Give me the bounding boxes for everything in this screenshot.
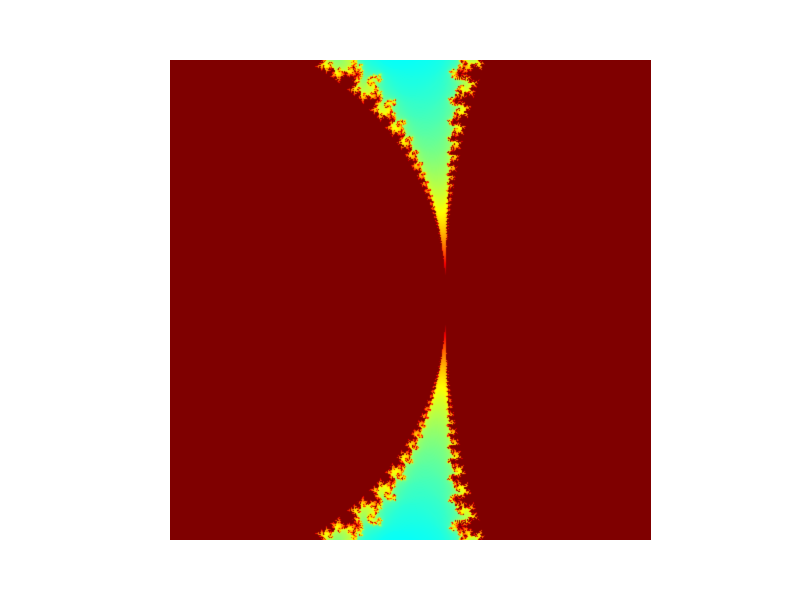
fractal-image (170, 60, 651, 540)
